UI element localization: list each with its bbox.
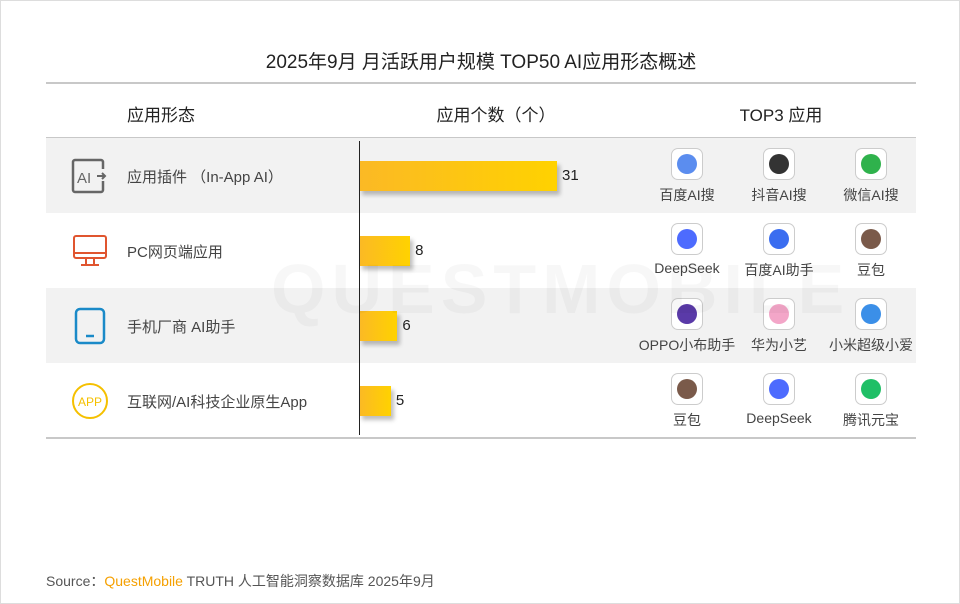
- app-label: 小米超级小爱: [829, 337, 913, 353]
- app-icon: [763, 373, 795, 405]
- bar: [359, 386, 391, 416]
- top-app[interactable]: 百度AI助手: [729, 223, 829, 280]
- app-icon: [671, 148, 703, 180]
- app-circle-icon: APP: [71, 382, 109, 420]
- app-icon: [855, 298, 887, 330]
- bar-value-label: 5: [395, 392, 405, 409]
- top-app[interactable]: 华为小艺: [729, 298, 829, 355]
- page-title: 2025年9月 月活跃用户规模 TOP50 AI应用形态概述: [265, 52, 697, 73]
- top-app[interactable]: 豆包: [821, 223, 921, 280]
- app-icon: [671, 223, 703, 255]
- top-app[interactable]: 小米超级小爱: [821, 298, 921, 355]
- svg-text:AI: AI: [77, 170, 91, 187]
- phone-icon: [71, 307, 109, 345]
- ai-plugin-icon: AI: [71, 157, 109, 195]
- bar: [359, 236, 411, 266]
- top-app[interactable]: DeepSeek: [729, 373, 829, 426]
- app-label: 腾讯元宝: [843, 412, 899, 428]
- category-label: 互联网/AI科技企业原生App: [127, 394, 308, 411]
- divider: [46, 437, 916, 439]
- header-category: 应用形态: [127, 106, 195, 125]
- app-icon: [855, 148, 887, 180]
- app-label: 抖音AI搜: [751, 187, 807, 203]
- table-row: 手机厂商 AI助手 6 OPPO小布助手 华为小艺 小米超级小爱: [46, 288, 916, 363]
- axis-line: [359, 141, 360, 435]
- app-label: DeepSeek: [746, 410, 812, 426]
- app-label: DeepSeek: [654, 260, 720, 276]
- table-row: PC网页端应用 8 DeepSeek 百度AI助手 豆包: [46, 213, 916, 288]
- header-count: 应用个数（个）: [436, 106, 556, 125]
- app-label: 微信AI搜: [843, 187, 899, 203]
- app-label: 华为小艺: [751, 337, 807, 353]
- watermark: QUESTMOBILE: [271, 249, 850, 329]
- source-prefix: Source：: [46, 573, 105, 589]
- app-label: 百度AI助手: [744, 262, 814, 278]
- app-icon: [671, 298, 703, 330]
- source-brand: QuestMobile: [104, 573, 183, 589]
- divider: [46, 82, 916, 84]
- table-row: AI 应用插件 （In-App AI） 31 百度AI搜 抖音AI搜 微信AI搜: [46, 138, 916, 213]
- header-top3: TOP3 应用: [739, 106, 823, 125]
- app-icon: [763, 148, 795, 180]
- category-label: PC网页端应用: [127, 244, 223, 261]
- bar-value-label: 31: [562, 167, 579, 184]
- app-icon: [763, 298, 795, 330]
- monitor-icon: [71, 232, 109, 270]
- app-icon: [855, 373, 887, 405]
- top-app[interactable]: 百度AI搜: [637, 148, 737, 205]
- app-label: 豆包: [857, 262, 885, 278]
- bar-value-label: 6: [402, 317, 411, 334]
- app-icon: [671, 373, 703, 405]
- top-app[interactable]: DeepSeek: [637, 223, 737, 276]
- bar-value-label: 8: [415, 242, 424, 259]
- app-label: 豆包: [673, 412, 701, 428]
- app-icon: [855, 223, 887, 255]
- top-app[interactable]: 豆包: [637, 373, 737, 430]
- top-app[interactable]: 腾讯元宝: [821, 373, 921, 430]
- category-label: 应用插件 （In-App AI）: [127, 169, 283, 186]
- source-note: Source：QuestMobile TRUTH 人工智能洞察数据库 2025年…: [46, 571, 435, 591]
- top-app[interactable]: OPPO小布助手: [637, 298, 737, 355]
- top-app[interactable]: 微信AI搜: [821, 148, 921, 205]
- app-icon: [763, 223, 795, 255]
- svg-text:APP: APP: [78, 395, 102, 409]
- app-label: 百度AI搜: [659, 187, 715, 203]
- bar: [359, 161, 557, 191]
- table-row: APP 互联网/AI科技企业原生App 5 豆包 DeepSeek 腾讯元宝: [46, 363, 916, 438]
- top-app[interactable]: 抖音AI搜: [729, 148, 829, 205]
- category-label: 手机厂商 AI助手: [127, 319, 236, 336]
- app-label: OPPO小布助手: [638, 337, 736, 353]
- source-suffix: TRUTH 人工智能洞察数据库 2025年9月: [182, 573, 435, 589]
- bar: [359, 311, 398, 341]
